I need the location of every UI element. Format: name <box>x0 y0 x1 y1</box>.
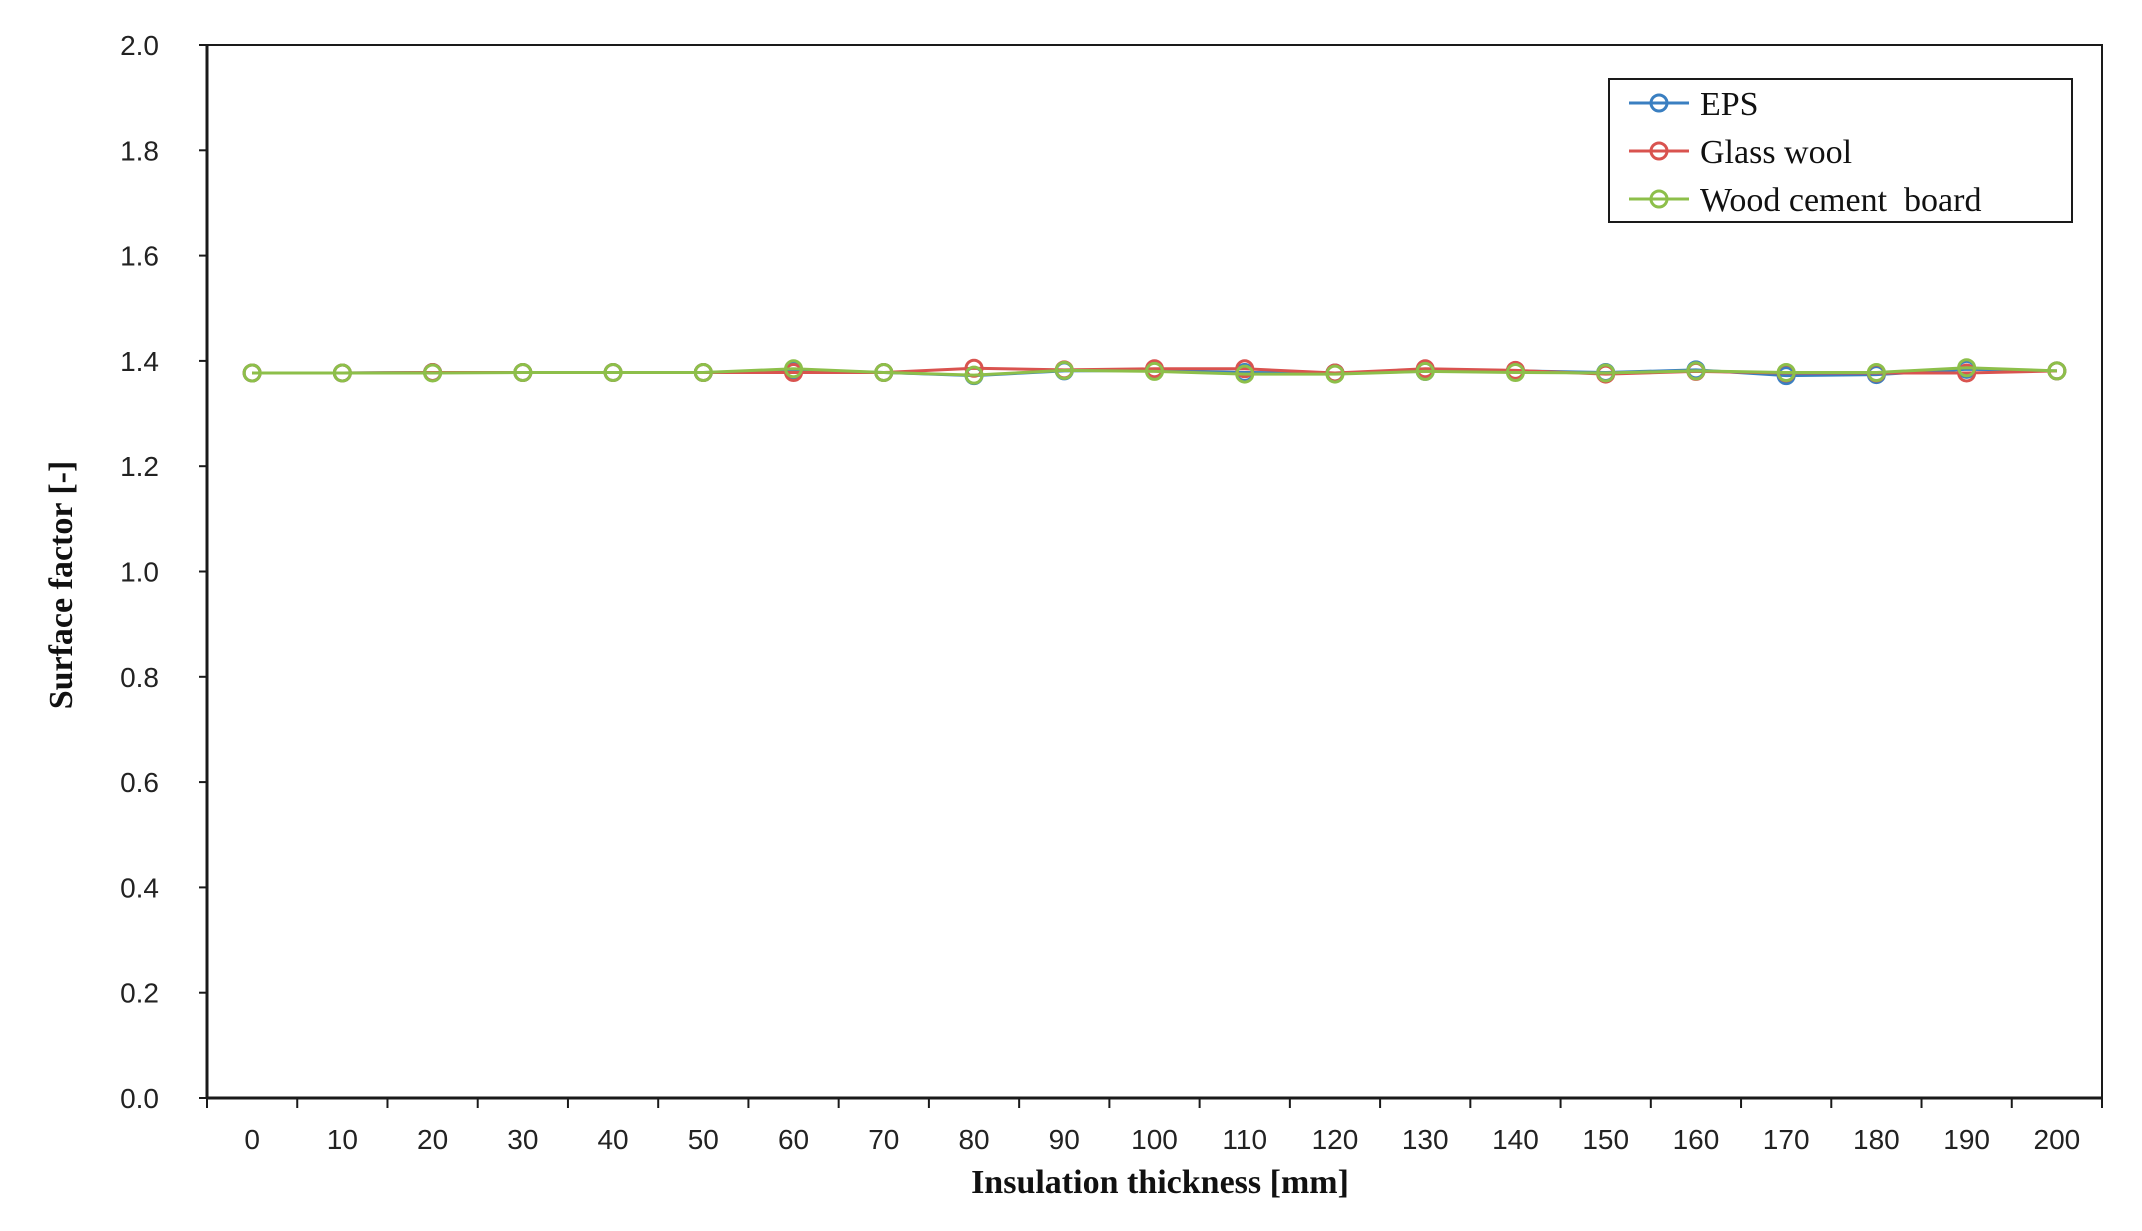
legend-marker <box>1649 141 1669 161</box>
data-point <box>1866 362 1886 382</box>
data-point <box>1776 362 1796 382</box>
x-tick-label: 40 <box>597 1124 628 1155</box>
x-axis-title: Insulation thickness [mm] <box>971 1164 1349 1201</box>
y-tick-label: 0.2 <box>120 978 159 1009</box>
y-tick-label: 1.0 <box>120 557 159 588</box>
data-point <box>1415 361 1435 381</box>
y-tick-label: 2.0 <box>120 30 159 61</box>
x-tick-label: 160 <box>1673 1124 1720 1155</box>
x-tick-label: 150 <box>1582 1124 1629 1155</box>
data-point <box>1957 363 1977 383</box>
x-tick-label: 20 <box>417 1124 448 1155</box>
x-tick-label: 120 <box>1312 1124 1359 1155</box>
data-point <box>693 362 713 382</box>
legend-item-2: Wood cement board <box>1629 182 1981 219</box>
y-tick-label: 1.6 <box>120 241 159 272</box>
legend-marker <box>1649 189 1669 209</box>
legend-label: EPS <box>1700 86 1759 123</box>
x-tick-label: 200 <box>2034 1124 2081 1155</box>
data-point <box>603 362 623 382</box>
x-tick-label: 90 <box>1049 1124 1080 1155</box>
data-point <box>1505 362 1525 382</box>
data-point <box>2047 361 2067 381</box>
data-point <box>1957 358 1977 378</box>
x-tick-label: 80 <box>958 1124 989 1155</box>
series-layer <box>242 358 2067 386</box>
legend-label: Glass wool <box>1700 134 1852 171</box>
data-point <box>332 363 352 383</box>
data-point <box>874 362 894 382</box>
legend-item-0: EPS <box>1629 86 1759 123</box>
data-point <box>1596 363 1616 383</box>
x-tick-label: 110 <box>1222 1124 1267 1155</box>
data-point <box>964 365 984 385</box>
legend: EPS Glass wool Wood cement board <box>1608 78 2073 223</box>
legend-marker <box>1649 93 1669 113</box>
y-tick-label: 1.2 <box>120 451 159 482</box>
x-tick-label: 130 <box>1402 1124 1449 1155</box>
y-tick-label: 0.4 <box>120 872 159 903</box>
x-tick-label: 60 <box>778 1124 809 1155</box>
legend-label: Wood cement board <box>1700 182 1981 219</box>
axes: 0.0 0.2 0.4 0.6 0.8 1.0 1.2 1.4 1.6 1.8 2.0 0 10 20 30… <box>120 30 2103 1155</box>
data-point <box>423 363 443 383</box>
y-tick-label: 0.6 <box>120 767 159 798</box>
y-tick-label: 0.0 <box>120 1083 159 1114</box>
y-axis-title: Surface factor [-] <box>43 461 80 710</box>
y-tick-label: 1.4 <box>120 346 159 377</box>
y-tick-label: 0.8 <box>120 662 159 693</box>
data-point <box>1145 361 1164 381</box>
x-tick-label: 70 <box>868 1124 899 1155</box>
data-point <box>784 359 804 379</box>
x-tick-label: 170 <box>1763 1124 1810 1155</box>
x-tick-label: 140 <box>1492 1124 1539 1155</box>
data-point <box>1325 364 1345 384</box>
data-point <box>242 363 262 383</box>
series-2 <box>242 358 2067 385</box>
x-tick-label: 190 <box>1943 1124 1990 1155</box>
data-point <box>1235 364 1255 384</box>
x-tick-label: 10 <box>327 1124 358 1155</box>
legend-item-1: Glass wool <box>1629 134 1852 171</box>
x-tick-label: 100 <box>1131 1124 1178 1155</box>
x-tick-label: 30 <box>507 1124 538 1155</box>
y-tick-label: 1.8 <box>120 135 159 166</box>
x-tick-label: 0 <box>244 1124 260 1155</box>
series-line <box>252 366 2057 377</box>
data-point <box>513 362 533 382</box>
data-point <box>1054 360 1074 380</box>
data-point <box>1686 361 1706 381</box>
x-tick-label: 50 <box>688 1124 719 1155</box>
x-tick-label: 180 <box>1853 1124 1900 1155</box>
data-point <box>1235 359 1255 379</box>
